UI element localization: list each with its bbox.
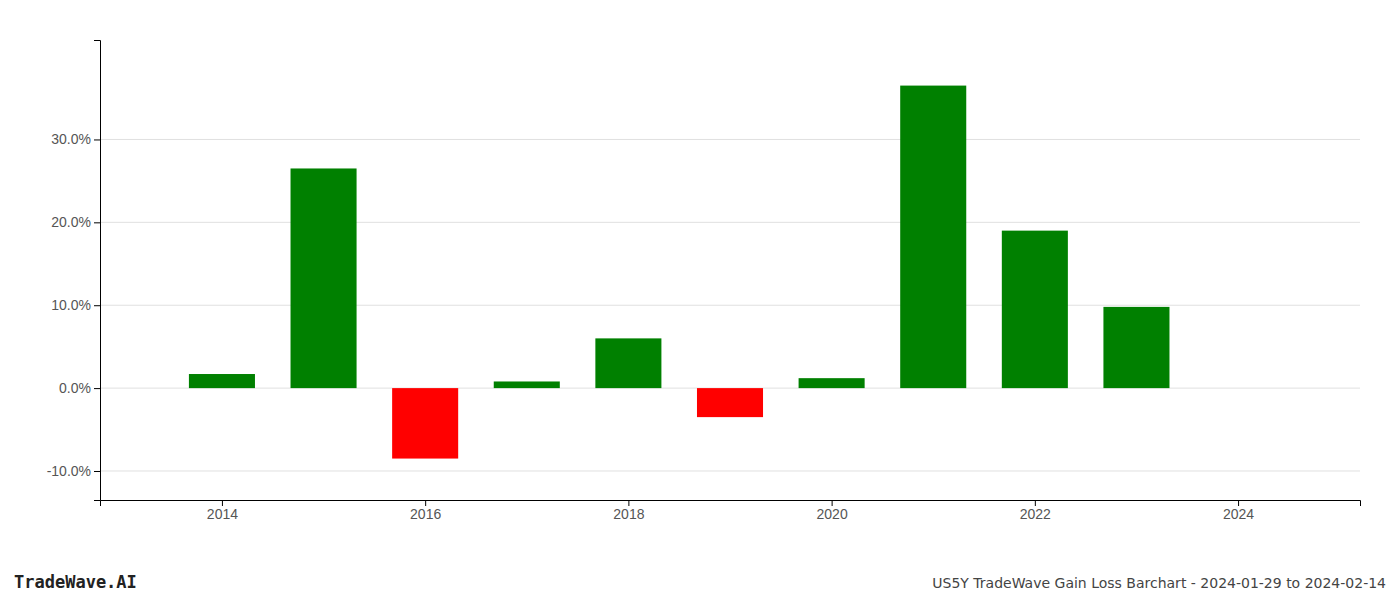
chart: -10.0% 0.0% 10.0% 20.0% 30.0% 2014 2016 2018 202… [0, 0, 1400, 600]
bar [595, 338, 661, 388]
tick: 30.0% [51, 131, 100, 147]
tick-mark [94, 388, 100, 389]
bar [799, 378, 865, 388]
grid-line [100, 305, 1360, 306]
tick-label: 10.0% [51, 297, 91, 313]
tick-label: 0.0% [59, 380, 91, 396]
tick: 2022 [1020, 500, 1051, 522]
bar [900, 86, 966, 389]
watermark: TradeWave.AI [14, 572, 137, 592]
tick-label: 2014 [207, 506, 238, 522]
tick-mark [94, 139, 100, 140]
tick-label: 2016 [410, 506, 441, 522]
tick-label: -10.0% [47, 463, 91, 479]
tick: 2018 [613, 500, 644, 522]
tick-label: 20.0% [51, 214, 91, 230]
tick: 2014 [207, 500, 238, 522]
tick-label: 2018 [613, 506, 644, 522]
x-axis: 2014 2016 2018 2020 2022 2024 [101, 500, 1361, 522]
bar [392, 388, 458, 458]
tick: 20.0% [51, 214, 100, 230]
tick: 10.0% [51, 297, 100, 313]
grid-line [100, 139, 1360, 140]
axis-line [94, 41, 101, 501]
tick-label: 2020 [817, 506, 848, 522]
bar [189, 374, 255, 388]
y-axis: -10.0% 0.0% 10.0% 20.0% 30.0% [47, 41, 101, 501]
axis-line [101, 501, 1361, 507]
grid-line [100, 470, 1360, 471]
tick-mark [94, 305, 100, 306]
tick-label: 30.0% [51, 131, 91, 147]
tick-label: 2022 [1020, 506, 1051, 522]
grid-line [100, 222, 1360, 223]
bars [189, 86, 1170, 459]
bar [697, 388, 763, 417]
tick: 0.0% [59, 380, 100, 396]
tick: 2016 [410, 500, 441, 522]
tick-label: 2024 [1223, 506, 1254, 522]
bar [291, 168, 357, 388]
plot: -10.0% 0.0% 10.0% 20.0% 30.0% 2014 2016 2018 202… [47, 41, 1361, 522]
bar [1103, 307, 1169, 388]
tick-mark [94, 471, 100, 472]
tick: 2024 [1223, 500, 1254, 522]
grid [100, 139, 1360, 471]
tick: -10.0% [47, 463, 100, 479]
tick-mark [94, 222, 100, 223]
bar [1002, 231, 1068, 388]
title: US5Y TradeWave Gain Loss Barchart - 2024… [932, 575, 1386, 591]
bar [494, 381, 560, 388]
tick: 2020 [817, 500, 848, 522]
